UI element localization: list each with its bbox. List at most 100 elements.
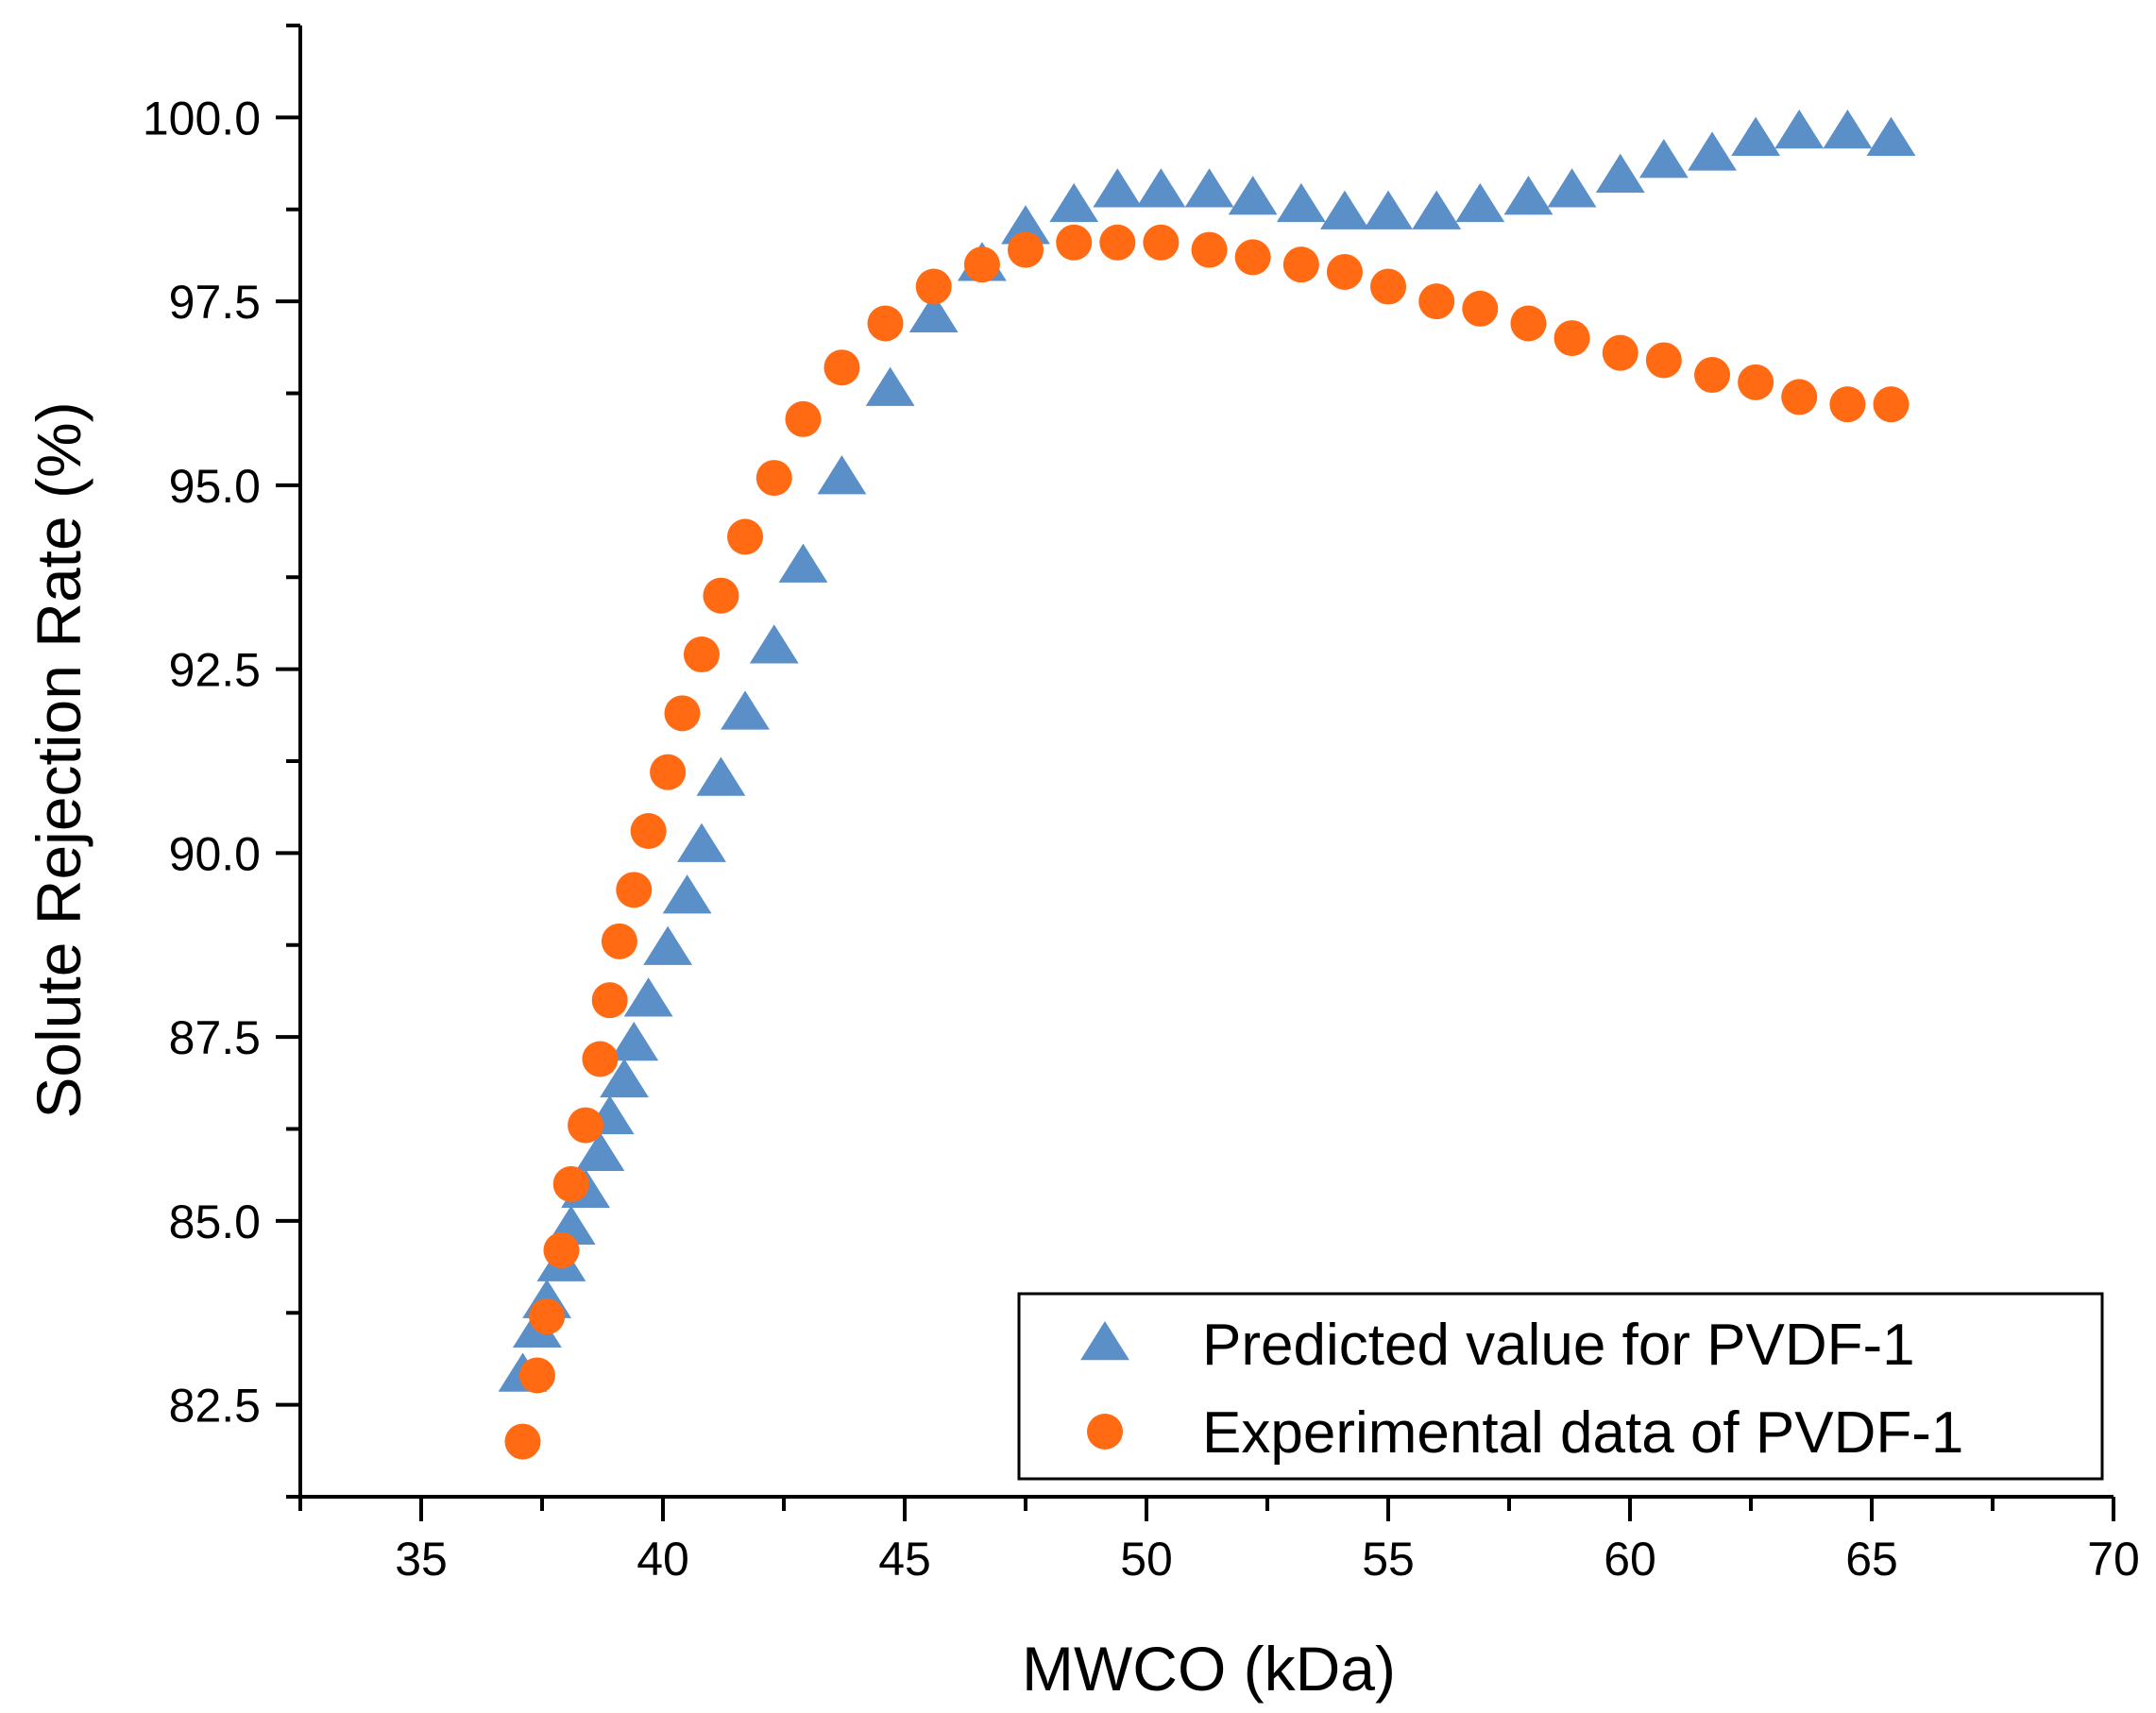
y-tick-label: 90.0 <box>169 827 261 880</box>
data-point-predicted <box>1136 168 1186 208</box>
data-point-predicted <box>1228 176 1278 215</box>
data-point-experimental <box>591 982 628 1019</box>
data-point-experimental <box>1370 268 1406 305</box>
data-point-experimental <box>568 1107 604 1144</box>
data-point-experimental <box>1234 239 1271 276</box>
data-point-predicted <box>1731 116 1781 157</box>
data-point-experimental <box>1418 283 1455 320</box>
data-point-predicted <box>1503 176 1553 215</box>
data-point-experimental <box>1645 342 1682 379</box>
data-point-predicted <box>677 823 726 862</box>
legend-marker-experimental <box>1087 1414 1123 1450</box>
data-point-experimental <box>1056 224 1093 261</box>
data-point-predicted <box>1823 109 1873 149</box>
x-tick-label: 70 <box>2087 1533 2140 1586</box>
data-point-experimental <box>1282 246 1319 283</box>
x-axis-title: MWCO (kDa) <box>1022 1634 1396 1704</box>
data-point-experimental <box>785 400 822 437</box>
data-point-predicted <box>1276 182 1326 223</box>
data-point-predicted <box>662 874 712 914</box>
data-point-predicted <box>817 455 867 495</box>
x-tick-label: 60 <box>1604 1533 1656 1586</box>
x-tick-label: 55 <box>1362 1533 1415 1586</box>
data-point-predicted <box>1866 116 1916 157</box>
data-point-experimental <box>1602 334 1638 371</box>
x-tick-label: 65 <box>1845 1533 1898 1586</box>
data-point-experimental <box>963 246 1000 283</box>
data-point-experimental <box>616 872 653 908</box>
data-point-predicted <box>1364 190 1413 229</box>
data-point-predicted <box>1001 205 1050 245</box>
data-point-predicted <box>908 293 959 332</box>
y-tick-label: 100.0 <box>143 92 261 144</box>
data-point-experimental <box>552 1165 589 1202</box>
data-point-predicted <box>865 366 915 406</box>
x-tick-label: 40 <box>637 1533 689 1586</box>
data-point-experimental <box>504 1423 541 1460</box>
data-point-experimental <box>582 1041 619 1077</box>
data-point-experimental <box>601 923 637 959</box>
data-point-experimental <box>915 268 952 305</box>
data-point-experimental <box>518 1357 555 1394</box>
y-tick-label: 82.5 <box>169 1380 261 1433</box>
data-point-experimental <box>727 518 764 555</box>
data-point-experimental <box>630 813 667 850</box>
data-point-predicted <box>575 1131 625 1172</box>
y-tick-label: 97.5 <box>169 276 261 329</box>
x-tick-label: 50 <box>1120 1533 1173 1586</box>
data-point-predicted <box>1638 139 1689 178</box>
data-point-experimental <box>1143 224 1180 261</box>
legend-box <box>1017 1292 2104 1481</box>
data-point-experimental <box>1462 290 1499 327</box>
legend: Predicted value for PVDF-1 Experimental … <box>1017 1292 2104 1481</box>
series-predicted <box>498 109 1916 1392</box>
data-point-predicted <box>778 543 828 583</box>
data-point-predicted <box>1595 153 1645 193</box>
data-point-experimental <box>1008 231 1044 268</box>
data-point-predicted <box>696 756 746 796</box>
y-tick-label: 92.5 <box>169 644 261 697</box>
data-point-predicted <box>643 925 693 965</box>
data-point-experimental <box>1738 364 1774 400</box>
data-point-experimental <box>823 349 860 386</box>
data-point-predicted <box>1412 190 1462 229</box>
data-point-predicted <box>1320 190 1369 229</box>
y-tick-label: 85.0 <box>169 1196 261 1248</box>
x-tick-label: 45 <box>878 1533 931 1586</box>
data-point-predicted <box>1093 168 1143 208</box>
data-point-experimental <box>867 305 904 342</box>
y-tick-label: 95.0 <box>169 460 261 513</box>
data-point-experimental <box>650 754 687 790</box>
data-point-experimental <box>1191 231 1228 268</box>
data-point-predicted <box>623 977 673 1017</box>
data-point-predicted <box>1547 168 1597 208</box>
data-point-predicted <box>749 624 799 664</box>
data-series <box>498 109 1916 1460</box>
data-point-predicted <box>1184 168 1234 208</box>
data-point-experimental <box>543 1232 580 1269</box>
data-point-experimental <box>683 636 720 673</box>
data-point-experimental <box>1873 386 1910 423</box>
legend-triangle-icon <box>1080 1321 1129 1361</box>
data-point-experimental <box>755 460 792 497</box>
data-point-predicted <box>1774 109 1825 149</box>
data-point-experimental <box>1829 386 1866 423</box>
data-point-experimental <box>1553 320 1590 357</box>
data-point-experimental <box>1781 379 1818 416</box>
legend-label-predicted: Predicted value for PVDF-1 <box>1202 1313 1915 1378</box>
y-tick-label: 87.5 <box>169 1011 261 1064</box>
data-point-experimental <box>529 1298 566 1335</box>
data-point-predicted <box>721 690 770 730</box>
legend-marker-predicted <box>1080 1321 1129 1361</box>
y-axis-title: Solute Rejection Rate (%) <box>24 401 93 1118</box>
data-point-experimental <box>1099 224 1136 261</box>
series-experimental <box>504 224 1910 1460</box>
data-point-predicted <box>1049 182 1099 223</box>
data-point-experimental <box>1694 357 1731 394</box>
legend-label-experimental: Experimental data of PVDF-1 <box>1202 1400 1963 1466</box>
legend-circle-icon <box>1087 1414 1123 1450</box>
data-point-experimental <box>1326 253 1363 290</box>
y-axis-ticks: 82.5 85.0 87.5 90.0 92.5 95.0 97.5 100.0 <box>143 24 300 1499</box>
data-point-predicted <box>1688 131 1737 171</box>
